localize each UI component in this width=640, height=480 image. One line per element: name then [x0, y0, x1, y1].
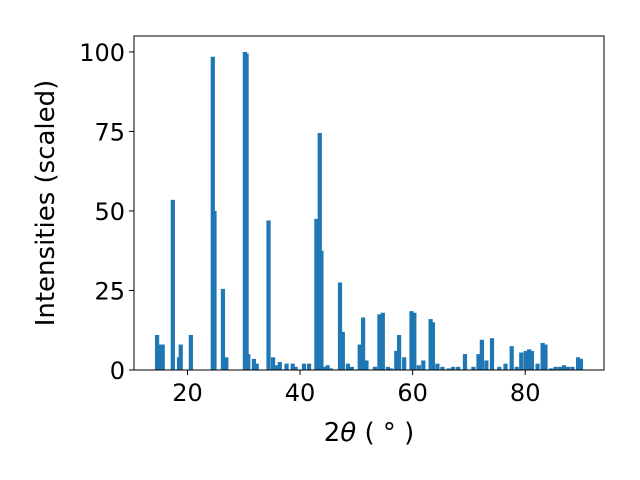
- bar: [416, 365, 421, 370]
- bar: [446, 368, 451, 370]
- bar: [389, 368, 394, 370]
- bar: [293, 366, 298, 370]
- y-tick-label: 50: [94, 198, 125, 226]
- bar: [479, 339, 484, 370]
- bar: [266, 220, 271, 370]
- bar: [435, 363, 440, 370]
- bar: [421, 360, 426, 370]
- bar: [357, 344, 362, 370]
- bar: [565, 366, 571, 370]
- bar: [402, 357, 407, 370]
- bar: [319, 250, 324, 370]
- bar: [543, 344, 548, 370]
- bar: [224, 357, 229, 370]
- bar: [345, 363, 350, 370]
- bar: [154, 335, 160, 370]
- bar: [440, 366, 445, 370]
- x-tick-label: 60: [397, 379, 428, 407]
- bar: [364, 360, 369, 370]
- bar: [535, 363, 540, 370]
- bar: [246, 354, 251, 370]
- x-tick-label: 40: [285, 379, 316, 407]
- bar: [284, 363, 289, 370]
- y-tick-label: 25: [94, 277, 125, 305]
- bar: [578, 358, 584, 370]
- bar: [158, 344, 163, 370]
- bar: [523, 350, 528, 370]
- bar: [212, 210, 217, 370]
- bar: [340, 331, 345, 370]
- bar: [380, 312, 385, 370]
- bar: [462, 354, 468, 370]
- bar: [178, 344, 183, 370]
- bar: [397, 335, 402, 370]
- bar: [254, 363, 259, 370]
- bar: [503, 363, 508, 370]
- x-tick-label: 20: [172, 379, 203, 407]
- bar: [377, 314, 382, 370]
- bar: [519, 352, 524, 370]
- bar: [570, 366, 575, 370]
- bar: [428, 319, 433, 370]
- bar: [527, 349, 532, 370]
- bar: [251, 358, 256, 370]
- bar: [314, 218, 319, 370]
- bar: [409, 311, 414, 370]
- bar: [476, 354, 481, 370]
- bar: [394, 350, 399, 370]
- bar: [497, 366, 502, 370]
- bar: [220, 288, 226, 370]
- bar: [270, 357, 276, 370]
- bar: [273, 365, 278, 370]
- y-axis-label: Intensities (scaled): [31, 80, 61, 327]
- bar: [430, 322, 435, 370]
- bar: [385, 366, 390, 370]
- bar: [561, 365, 567, 370]
- x-axis-ticks: 20 40 60 80: [172, 370, 540, 407]
- y-axis-ticks: 0 25 50 75 100: [79, 39, 134, 385]
- plot-frame: [133, 35, 605, 371]
- x-axis-label-theta: θ: [340, 418, 356, 448]
- bar: [412, 312, 417, 370]
- bar: [509, 346, 514, 370]
- bar: [489, 338, 495, 370]
- bar: [514, 366, 519, 370]
- bar: [290, 363, 295, 370]
- x-axis-label-main: 2: [324, 418, 341, 448]
- bar: [451, 366, 456, 370]
- x-axis-label-unit: ( ° ): [356, 418, 414, 448]
- bar: [349, 366, 354, 370]
- bar: [360, 317, 366, 370]
- bar: [484, 360, 489, 370]
- bar: [244, 53, 249, 370]
- bar: [529, 350, 535, 370]
- y-tick-label: 100: [79, 39, 125, 67]
- bar: [548, 368, 554, 370]
- bar: [277, 362, 282, 370]
- bar: [576, 357, 581, 370]
- bars-group: [154, 51, 584, 371]
- y-tick-label: 0: [110, 357, 125, 385]
- bar: [160, 344, 165, 370]
- x-tick-label: 80: [510, 379, 541, 407]
- bar: [170, 199, 175, 370]
- x-axis-label: 2θ ( ° ): [324, 418, 415, 448]
- bar: [337, 282, 343, 370]
- bar: [456, 366, 461, 370]
- bar: [553, 366, 558, 370]
- bar: [188, 335, 193, 370]
- bar: [540, 342, 545, 370]
- bar: [301, 363, 307, 370]
- y-tick-label: 75: [94, 118, 125, 146]
- bar: [557, 366, 563, 370]
- bar: [322, 366, 327, 370]
- bar: [372, 366, 378, 370]
- bar: [328, 368, 334, 370]
- bar: [325, 365, 330, 370]
- bar: [306, 363, 312, 370]
- bar: [471, 366, 476, 370]
